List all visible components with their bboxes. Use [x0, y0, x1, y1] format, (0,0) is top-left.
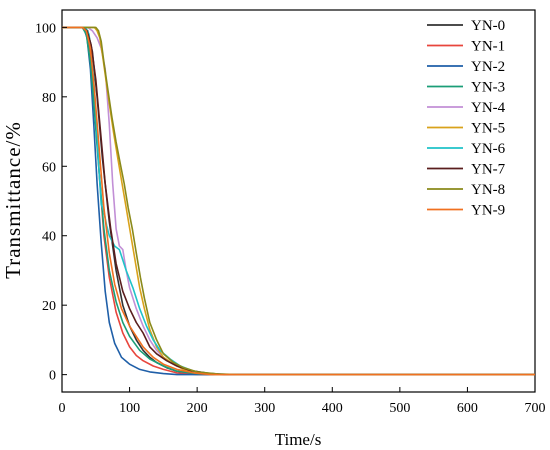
series-line-yn-3 [62, 26, 535, 376]
series-line-yn-8 [62, 26, 535, 376]
legend-label: YN-1 [471, 39, 505, 55]
x-tick-label: 400 [322, 401, 343, 416]
x-tick-label: 300 [254, 401, 275, 416]
series-line-yn-1 [62, 26, 535, 376]
legend-label: YN-2 [471, 59, 505, 75]
axis-layer: 0 100 200 300 400 500 600 700 0 20 40 60 80 100 [35, 21, 546, 416]
y-tick-label: 60 [42, 160, 56, 175]
plot-frame [61, 9, 536, 393]
x-tick-label: 600 [457, 401, 478, 416]
legend-label: YN-6 [471, 141, 506, 157]
x-tick-label: 500 [389, 401, 410, 416]
legend-label: YN-8 [471, 182, 505, 198]
plot-area [61, 9, 536, 393]
series-line-yn-4 [62, 26, 535, 376]
legend-label: YN-9 [471, 203, 505, 219]
series-layer [62, 26, 535, 376]
legend-label: YN-5 [471, 121, 505, 137]
y-tick-label: 100 [35, 21, 56, 36]
y-tick-label: 20 [42, 299, 56, 314]
x-tick-label: 100 [119, 401, 140, 416]
x-tick-label: 700 [525, 401, 546, 416]
series-line-yn-9 [62, 26, 535, 376]
series-line-yn-7 [62, 26, 535, 376]
series-line-yn-2 [62, 26, 535, 376]
y-axis-title: Transmittance/% [1, 121, 25, 279]
series-line-yn-5 [62, 26, 535, 376]
legend-label: YN-7 [471, 162, 506, 178]
series-line-yn-0 [62, 26, 535, 376]
x-axis-title: Time/s [275, 430, 322, 449]
legend-label: YN-4 [471, 100, 506, 116]
y-tick-label: 40 [42, 230, 56, 245]
series-line-yn-6 [62, 26, 535, 376]
y-tick-label: 80 [42, 91, 56, 106]
x-tick-label: 0 [59, 401, 66, 416]
legend: YN-0 YN-1 YN-2 YN-3 YN-4 YN-5 YN-6 YN-7 YN-8 YN-9 [427, 18, 506, 219]
y-tick-label: 0 [49, 369, 56, 384]
legend-label: YN-3 [471, 80, 505, 96]
legend-label: YN-0 [471, 18, 505, 34]
x-tick-label: 200 [187, 401, 208, 416]
